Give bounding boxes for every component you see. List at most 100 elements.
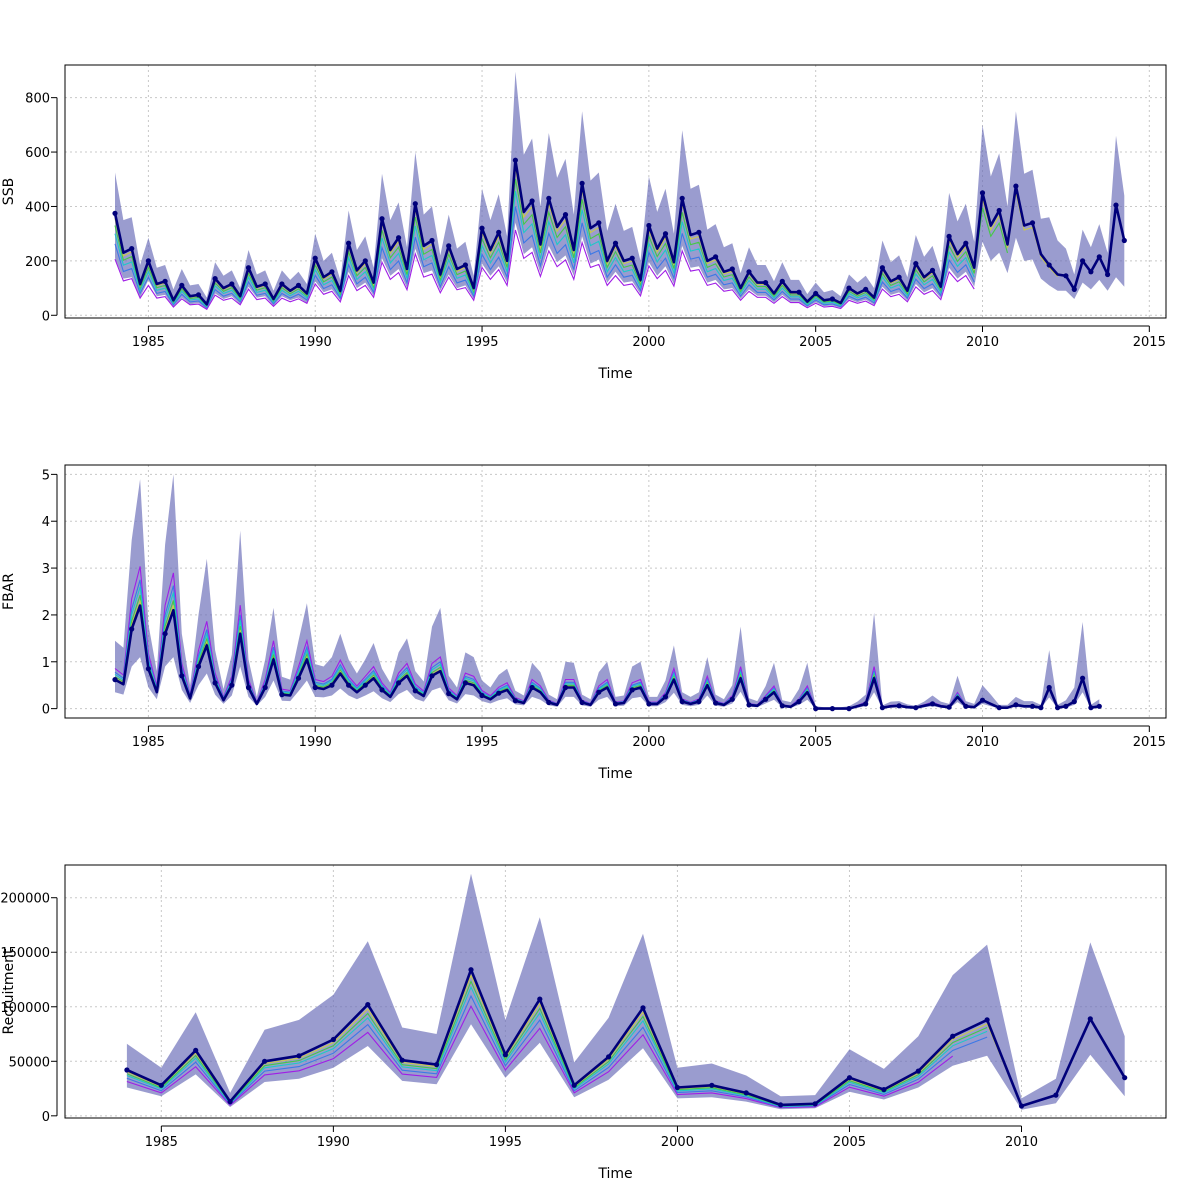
data-point — [679, 699, 685, 705]
x-tick-label: 1995 — [465, 335, 498, 350]
data-point — [562, 212, 569, 218]
x-tick-label: 1990 — [299, 735, 332, 750]
data-point — [929, 267, 936, 273]
data-point — [1018, 1103, 1025, 1109]
data-point — [479, 692, 485, 699]
x-tick-label: 2010 — [1005, 1135, 1038, 1150]
data-point — [329, 269, 335, 275]
data-point — [829, 706, 836, 712]
data-point — [1096, 254, 1102, 260]
data-point — [596, 689, 602, 695]
y-tick-label: 200 — [25, 255, 50, 270]
y-tick-label: 600 — [25, 146, 50, 161]
y-axis-label: Recruitment — [1, 948, 17, 1035]
y-axis: 0 200 400 600 800 SSB — [1, 92, 58, 324]
plot-frame — [64, 864, 1167, 1119]
data-point — [379, 687, 385, 693]
data-point — [984, 1017, 990, 1023]
retro-line-green — [126, 979, 988, 1107]
data-point — [950, 1033, 956, 1039]
data-point — [529, 198, 535, 204]
data-point — [1029, 703, 1036, 709]
data-point — [124, 1067, 130, 1073]
data-point — [512, 157, 519, 163]
retro-line-blue — [114, 206, 975, 309]
data-point — [129, 626, 135, 632]
data-point — [396, 235, 402, 241]
data-point — [1038, 705, 1044, 711]
data-point — [763, 696, 769, 702]
data-point — [879, 705, 886, 711]
data-point — [812, 1101, 818, 1107]
data-point — [606, 1054, 612, 1060]
data-point — [713, 254, 719, 260]
data-point — [813, 290, 819, 297]
x-tick-label: 2005 — [799, 735, 832, 750]
retro-line-blue — [126, 994, 988, 1108]
data-point — [468, 967, 474, 973]
data-point — [879, 265, 886, 271]
data-point — [746, 269, 752, 275]
x-tick-label: 1990 — [299, 335, 332, 350]
x-tick-label: 2005 — [799, 335, 832, 350]
data-point — [1055, 705, 1061, 711]
retro-line-purple — [126, 1004, 954, 1109]
panel-fbar: 1985 1990 1995 2000 2005 2010 2015 Time 0 1 2 3 4 5 FB… — [1, 464, 1167, 782]
data-point — [434, 1062, 440, 1068]
y-tick-label: 1 — [42, 656, 50, 671]
data-point — [696, 229, 702, 235]
y-tick-label: 0 — [42, 703, 50, 718]
data-point — [646, 701, 652, 707]
data-point — [763, 280, 769, 286]
main-series-line — [126, 968, 1126, 1108]
data-point — [362, 682, 368, 688]
x-tick-label: 1995 — [465, 735, 498, 750]
data-point — [1096, 703, 1102, 709]
data-point — [245, 684, 252, 691]
data-point — [913, 705, 919, 711]
data-point — [158, 1082, 164, 1088]
y-tick-label: 50000 — [9, 1055, 50, 1070]
data-point — [279, 692, 285, 698]
plot-frame — [64, 464, 1167, 719]
data-point — [571, 1082, 577, 1088]
data-point — [629, 255, 635, 261]
data-point — [813, 706, 819, 712]
data-point — [1087, 1016, 1093, 1022]
data-point — [1013, 183, 1019, 189]
data-point — [179, 673, 185, 679]
data-point — [846, 706, 852, 712]
data-point — [212, 680, 218, 686]
y-tick-label: 400 — [25, 200, 50, 215]
data-point — [779, 278, 785, 284]
data-point — [429, 237, 435, 244]
data-point — [399, 1057, 405, 1063]
data-point — [537, 996, 543, 1002]
x-tick-label: 1985 — [132, 335, 165, 350]
data-point — [1088, 705, 1094, 711]
data-point — [262, 1058, 268, 1064]
data-point — [562, 684, 569, 691]
data-point — [896, 274, 902, 280]
x-tick-label: 2000 — [632, 735, 665, 750]
y-tick-label: 2 — [42, 609, 50, 624]
grid — [65, 465, 1166, 718]
data-point — [496, 229, 502, 235]
data-point — [1121, 237, 1127, 244]
data-point — [979, 697, 986, 703]
x-axis-label: Time — [597, 1166, 632, 1182]
data-point — [262, 281, 268, 287]
x-axis-label: Time — [597, 366, 632, 382]
x-axis: 1985 1990 1995 2000 2005 2010 Time — [145, 1125, 1038, 1182]
data-point — [346, 240, 352, 246]
y-tick-label: 0 — [42, 1110, 50, 1125]
x-tick-label: 2000 — [661, 1135, 694, 1150]
data-point — [162, 278, 168, 284]
main-series-line — [114, 604, 1100, 710]
data-point — [881, 1087, 887, 1093]
x-tick-label: 1985 — [132, 735, 165, 750]
data-points — [112, 157, 1127, 302]
data-point — [1053, 1092, 1059, 1098]
data-point — [145, 258, 151, 264]
